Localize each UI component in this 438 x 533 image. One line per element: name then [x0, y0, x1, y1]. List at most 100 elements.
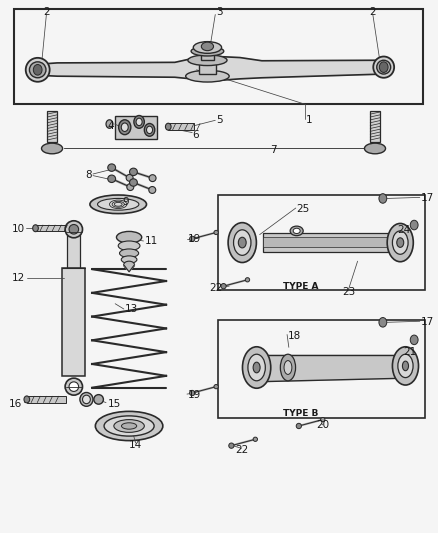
- Bar: [370, 111, 380, 142]
- Text: 5: 5: [216, 115, 223, 125]
- Ellipse shape: [296, 423, 301, 429]
- Ellipse shape: [397, 238, 404, 247]
- Ellipse shape: [42, 143, 63, 154]
- Bar: [14, 9, 423, 104]
- Ellipse shape: [90, 195, 146, 214]
- Ellipse shape: [221, 284, 226, 289]
- Ellipse shape: [149, 175, 156, 182]
- Bar: [201, 51, 214, 60]
- Ellipse shape: [108, 175, 116, 182]
- Bar: [115, 116, 156, 139]
- Ellipse shape: [127, 183, 134, 190]
- Ellipse shape: [248, 354, 265, 381]
- Text: 6: 6: [192, 130, 199, 140]
- Ellipse shape: [26, 58, 49, 82]
- Ellipse shape: [121, 123, 128, 132]
- Text: 7: 7: [271, 144, 277, 155]
- Ellipse shape: [114, 419, 145, 432]
- Ellipse shape: [65, 378, 82, 395]
- Ellipse shape: [387, 223, 413, 262]
- Bar: [168, 124, 194, 130]
- Text: 14: 14: [129, 440, 142, 450]
- Ellipse shape: [94, 394, 103, 404]
- Ellipse shape: [119, 120, 131, 135]
- Ellipse shape: [228, 223, 256, 263]
- Ellipse shape: [193, 42, 222, 53]
- Circle shape: [379, 318, 387, 327]
- Polygon shape: [124, 265, 134, 272]
- Ellipse shape: [290, 226, 303, 236]
- Ellipse shape: [98, 198, 139, 210]
- Polygon shape: [253, 356, 408, 382]
- Text: 22: 22: [236, 445, 249, 455]
- Text: 19: 19: [188, 234, 201, 244]
- Ellipse shape: [82, 395, 90, 403]
- Ellipse shape: [124, 261, 134, 269]
- Text: 3: 3: [216, 7, 223, 18]
- Ellipse shape: [201, 42, 214, 51]
- Ellipse shape: [121, 423, 137, 429]
- Text: 13: 13: [125, 304, 138, 314]
- Circle shape: [410, 335, 418, 345]
- Ellipse shape: [69, 224, 78, 234]
- Ellipse shape: [121, 256, 137, 263]
- Circle shape: [379, 193, 387, 203]
- Ellipse shape: [166, 123, 171, 130]
- Circle shape: [410, 220, 418, 230]
- Ellipse shape: [284, 361, 292, 374]
- Circle shape: [379, 62, 388, 72]
- Bar: [47, 111, 57, 142]
- Text: 25: 25: [297, 204, 310, 214]
- Text: 9: 9: [123, 197, 129, 207]
- Ellipse shape: [29, 62, 46, 78]
- Text: 8: 8: [85, 170, 92, 180]
- Ellipse shape: [191, 46, 224, 56]
- Bar: [218, 195, 425, 290]
- Ellipse shape: [392, 231, 408, 254]
- Ellipse shape: [108, 164, 116, 171]
- Circle shape: [33, 64, 42, 75]
- Text: 24: 24: [397, 225, 410, 236]
- Text: 19: 19: [188, 390, 201, 400]
- Ellipse shape: [186, 70, 229, 82]
- Ellipse shape: [229, 443, 234, 448]
- Ellipse shape: [118, 241, 140, 251]
- Text: 2: 2: [43, 7, 49, 18]
- Text: 18: 18: [288, 330, 301, 341]
- Ellipse shape: [214, 384, 218, 389]
- Bar: [218, 320, 425, 418]
- Ellipse shape: [146, 126, 152, 134]
- Bar: [63, 268, 85, 376]
- Ellipse shape: [392, 347, 419, 385]
- Ellipse shape: [95, 411, 163, 441]
- Bar: [263, 237, 388, 247]
- Ellipse shape: [238, 237, 246, 248]
- Text: 12: 12: [11, 273, 25, 283]
- Ellipse shape: [321, 417, 325, 422]
- Ellipse shape: [398, 354, 413, 377]
- Ellipse shape: [80, 392, 93, 406]
- Ellipse shape: [130, 179, 138, 186]
- Text: 22: 22: [209, 283, 223, 293]
- Ellipse shape: [24, 396, 30, 403]
- Ellipse shape: [126, 174, 133, 181]
- Ellipse shape: [104, 416, 154, 436]
- Bar: [27, 396, 66, 402]
- Ellipse shape: [188, 55, 227, 66]
- Ellipse shape: [280, 354, 296, 381]
- Ellipse shape: [33, 225, 39, 232]
- Ellipse shape: [214, 230, 218, 235]
- Ellipse shape: [243, 347, 271, 388]
- Ellipse shape: [190, 236, 195, 241]
- Text: 16: 16: [9, 399, 22, 409]
- Text: 4: 4: [107, 120, 114, 131]
- Bar: [263, 233, 388, 252]
- Ellipse shape: [117, 231, 142, 243]
- Text: 1: 1: [305, 115, 312, 125]
- Text: 23: 23: [342, 287, 356, 297]
- Text: 21: 21: [403, 346, 417, 357]
- Ellipse shape: [145, 124, 155, 136]
- Text: 11: 11: [145, 236, 158, 246]
- Ellipse shape: [65, 221, 82, 238]
- Ellipse shape: [190, 390, 195, 395]
